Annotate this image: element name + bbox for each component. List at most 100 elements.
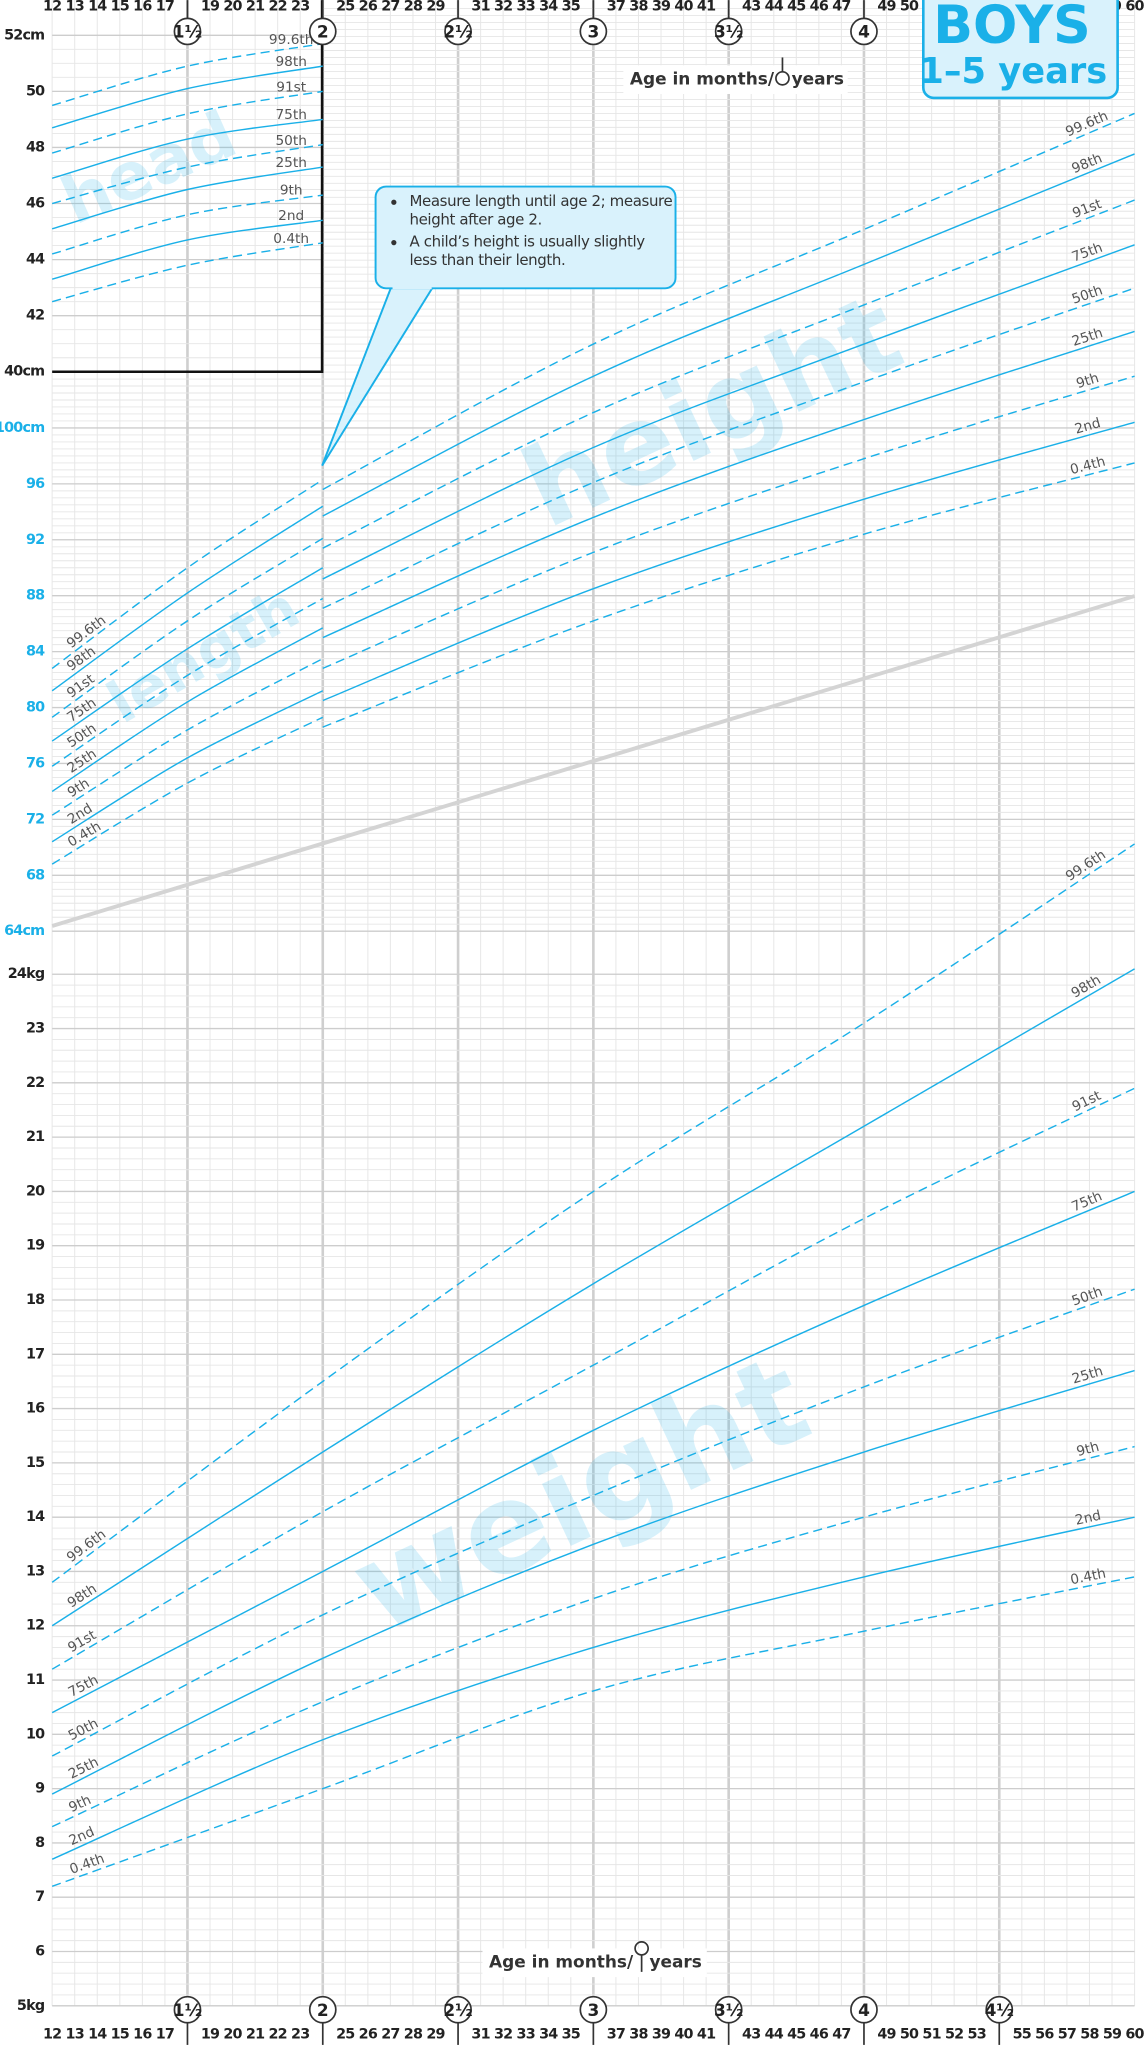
y-tick-label: 84 — [26, 644, 45, 660]
icon — [775, 70, 790, 86]
callout-pointer — [321, 286, 435, 467]
x-tick-label: 20 — [223, 2026, 242, 2042]
percentile-label: 99.6th — [64, 1526, 109, 1565]
x-tick-label: 29 — [426, 2026, 445, 2042]
watermark: head — [51, 97, 248, 240]
x-tick-label: 53 — [968, 2026, 986, 2042]
percentile-line — [51, 690, 324, 843]
x-tick-label: 28 — [404, 2026, 423, 2042]
y-tick-label: 6 — [35, 1943, 45, 1959]
x-tick-label: 35 — [562, 2026, 580, 2042]
x-tick-label: 39 — [652, 2026, 671, 2042]
year-marker — [173, 17, 202, 46]
x-tick-label: 27 — [381, 2026, 399, 2042]
note: Measure length until age 2; measure heig… — [409, 192, 672, 229]
year-marker — [714, 17, 743, 46]
year-label: 3 — [587, 2000, 599, 2020]
percentile-line — [51, 537, 324, 718]
percentile-line — [51, 90, 323, 154]
y-tick-label: 68 — [26, 867, 45, 883]
x-tick-label: 19 — [201, 0, 220, 15]
percentile-line — [51, 1087, 1135, 1670]
percentile-line — [51, 1516, 1135, 1860]
callout-text: Measure length until age 2; measure heig… — [378, 192, 673, 269]
curves — [51, 42, 1135, 1888]
y-tick-label: 7 — [35, 1889, 44, 1905]
y-tick-label: 42 — [26, 308, 44, 324]
x-tick-label: 39 — [652, 0, 671, 15]
x-tick-label: 26 — [359, 0, 378, 15]
x-tick-label: 35 — [562, 0, 580, 15]
x-tick-label: 16 — [133, 0, 152, 15]
x-label: Age in months/ — [489, 1952, 634, 1972]
y-tick-label: 14 — [26, 1509, 45, 1525]
percentile-label: 50th — [275, 133, 306, 149]
percentile-label: 75th — [275, 107, 306, 123]
x-tick-label: 60 — [1125, 0, 1144, 15]
y-tick-label: 11 — [26, 1672, 44, 1688]
year-marker — [714, 1995, 743, 2024]
y-tick-label: 80 — [26, 700, 45, 716]
y-tick-label: 10 — [26, 1726, 45, 1742]
x-tick-label: 58 — [1080, 2026, 1099, 2042]
x-tick-label: 55 — [1013, 2026, 1031, 2042]
x-tick-label: 45 — [787, 0, 805, 15]
year-label: 2½ — [443, 2000, 472, 2020]
x-tick-label: 49 — [877, 0, 896, 15]
year-marker — [850, 1995, 878, 2024]
percentile-line — [322, 375, 1135, 670]
x-tick-label: 19 — [201, 2026, 220, 2042]
x-tick-label: 32 — [494, 0, 512, 15]
percentile-label: 2nd — [278, 208, 304, 224]
caption-bg — [482, 1948, 707, 1978]
percentile-label: 9th — [66, 1792, 93, 1816]
percentile-line — [51, 143, 323, 205]
x-label: years — [649, 1952, 701, 1972]
x-tick-label: 25 — [336, 2026, 354, 2042]
y-tick-label: 88 — [26, 588, 45, 604]
percentile-line — [322, 330, 1135, 639]
percentile-line — [51, 627, 324, 793]
percentile-line — [51, 118, 323, 179]
x-tick-label: 41 — [697, 2026, 715, 2042]
percentile-label: 2nd — [1074, 1508, 1103, 1529]
percentile-line — [51, 597, 324, 767]
x-tick-label: 12 — [43, 0, 61, 15]
title-box — [922, 0, 1119, 100]
percentile-line — [51, 1288, 1135, 1757]
percentile-line — [51, 843, 1135, 1583]
x-tick-label: 15 — [111, 0, 129, 15]
percentile-label: 99.6th — [1063, 108, 1110, 140]
x-tick-label: 14 — [88, 2026, 107, 2042]
percentile-line — [322, 153, 1135, 517]
percentile-label: 9th — [1074, 370, 1100, 392]
x-tick-label: 46 — [810, 2026, 829, 2042]
percentile-label: 99.6th — [269, 32, 314, 48]
x-tick-label: 45 — [787, 2026, 805, 2042]
reference-line — [51, 594, 1136, 928]
x-tick-label: 49 — [877, 2026, 896, 2042]
y-tick-label: 5kg — [17, 1998, 45, 2014]
y-tick-label: 23 — [26, 1021, 44, 1037]
y-tick-label: 17 — [26, 1346, 44, 1362]
y-tick-label: 21 — [26, 1129, 44, 1145]
year-marker — [444, 17, 472, 46]
percentile-line — [322, 112, 1135, 491]
x-tick-label: 37 — [607, 0, 625, 15]
x-tick-label: 38 — [629, 2026, 648, 2042]
percentile-line — [51, 65, 323, 129]
percentile-label: 0.4th — [1069, 1566, 1107, 1589]
x-tick-label: 38 — [629, 0, 648, 15]
x-tick-label: 22 — [268, 2026, 286, 2042]
head-frame — [52, 0, 324, 374]
x-label: years — [792, 69, 844, 89]
x-tick-label: 52 — [945, 2026, 963, 2042]
x-tick-label: 41 — [697, 0, 715, 15]
x-tick-label: 34 — [539, 2026, 558, 2042]
x-tick-label: 47 — [832, 2026, 850, 2042]
year-label: 2 — [317, 22, 329, 42]
x-tick-label: 37 — [607, 2026, 625, 2042]
x-tick-label: 60 — [1125, 2026, 1144, 2042]
